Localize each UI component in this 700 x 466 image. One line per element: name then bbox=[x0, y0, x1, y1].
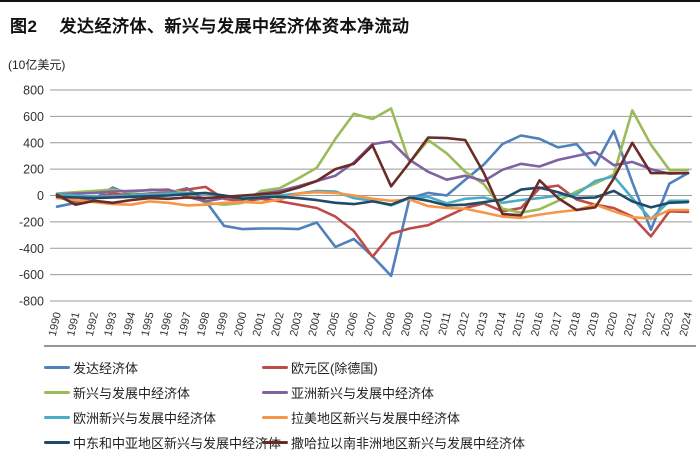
legend-item-4: 欧洲新兴与发展中经济体 bbox=[44, 408, 262, 427]
axis-unit-label: (10亿美元) bbox=[8, 58, 66, 72]
x-tick-label: 2002 bbox=[269, 311, 286, 338]
x-tick-label: 2023 bbox=[659, 311, 676, 338]
figure-label: 图2 bbox=[10, 17, 38, 36]
x-tick-label: 2006 bbox=[344, 311, 361, 338]
y-tick-label: 800 bbox=[23, 84, 44, 98]
legend-label: 撒哈拉以南非洲地区新兴与发展中经济体 bbox=[291, 436, 526, 451]
legend-swatch bbox=[262, 440, 288, 445]
y-tick-label: -800 bbox=[19, 295, 44, 309]
top-divider bbox=[0, 0, 700, 2]
legend-swatch bbox=[44, 365, 70, 370]
figure-title-text: 发达经济体、新兴与发展中经济体资本净流动 bbox=[59, 17, 410, 36]
y-tick-label: 200 bbox=[23, 163, 44, 177]
x-tick-label: 1997 bbox=[177, 311, 194, 338]
x-tick-label: 2000 bbox=[232, 311, 249, 338]
legend-label: 欧洲新兴与发展中经济体 bbox=[73, 411, 217, 426]
legend-item-1: 欧元区(除德国) bbox=[262, 358, 684, 377]
legend-label: 亚洲新兴与发展中经济体 bbox=[291, 386, 435, 401]
x-tick-label: 2013 bbox=[474, 311, 491, 338]
x-tick-label: 2009 bbox=[399, 311, 416, 338]
x-tick-label: 1996 bbox=[158, 311, 175, 338]
chart-area: 800 600 400 200 0 -200 -400 -600 -800 1990 1991 199… bbox=[0, 74, 700, 356]
x-tick-label: 1999 bbox=[214, 311, 231, 338]
x-tick-label: 2007 bbox=[362, 311, 379, 338]
x-tick-label: 1994 bbox=[121, 311, 138, 338]
legend-label: 欧元区(除德国) bbox=[291, 361, 378, 376]
x-tick-label: 2015 bbox=[511, 311, 528, 338]
legend-item-0: 发达经济体 bbox=[44, 358, 262, 377]
x-tick-label: 2024 bbox=[678, 311, 695, 338]
legend-label: 发达经济体 bbox=[73, 361, 139, 376]
x-tick-label: 2011 bbox=[437, 311, 454, 337]
x-tick-label: 1998 bbox=[195, 311, 212, 338]
legend-swatch bbox=[262, 390, 288, 395]
y-tick-label: 600 bbox=[23, 110, 44, 124]
x-tick-label: 1991 bbox=[65, 311, 82, 338]
x-tick-label: 2016 bbox=[529, 311, 546, 338]
legend-swatch bbox=[44, 440, 70, 445]
y-tick-label: 400 bbox=[23, 136, 44, 150]
x-tick-label: 2008 bbox=[381, 311, 398, 338]
x-tick-label: 2010 bbox=[418, 311, 435, 338]
legend-swatch bbox=[262, 365, 288, 370]
x-tick-label: 2005 bbox=[325, 311, 342, 338]
chart-legend: 发达经济体 欧元区(除德国) 新兴与发展中经济体 亚洲新兴与发展中经济体欧洲新兴与发展… bbox=[44, 358, 684, 452]
y-tick-label: -200 bbox=[19, 215, 44, 229]
x-tick-label: 2022 bbox=[641, 311, 658, 338]
x-tick-label: 2019 bbox=[585, 311, 602, 338]
series-line-6 bbox=[55, 186, 690, 209]
legend-swatch bbox=[44, 415, 70, 420]
legend-label: 拉美地区新兴与发展中经济体 bbox=[291, 411, 461, 426]
y-tick-label: -400 bbox=[19, 242, 44, 256]
y-tick-label: -600 bbox=[19, 268, 44, 282]
x-tick-label: 2017 bbox=[548, 311, 565, 338]
y-tick-label: 0 bbox=[37, 189, 44, 203]
legend-swatch bbox=[44, 390, 70, 395]
legend-item-5: 拉美地区新兴与发展中经济体 bbox=[262, 408, 684, 427]
x-tick-label: 2004 bbox=[307, 311, 324, 338]
x-tick-label: 1990 bbox=[47, 311, 64, 338]
series-line-7 bbox=[55, 136, 690, 217]
legend-item-2: 新兴与发展中经济体 bbox=[44, 383, 262, 402]
legend-swatch bbox=[262, 415, 288, 420]
x-tick-label: 2003 bbox=[288, 311, 305, 338]
x-tick-label: 2018 bbox=[566, 311, 583, 338]
figure-title: 图2 发达经济体、新兴与发展中经济体资本净流动 bbox=[10, 12, 409, 37]
legend-item-3: 亚洲新兴与发展中经济体 bbox=[262, 383, 684, 402]
legend-item-7: 撒哈拉以南非洲地区新兴与发展中经济体 bbox=[262, 433, 684, 452]
x-tick-label: 2012 bbox=[455, 311, 472, 338]
x-tick-label: 2020 bbox=[603, 311, 620, 338]
x-tick-label: 1995 bbox=[140, 311, 157, 338]
x-tick-label: 2021 bbox=[622, 311, 639, 338]
legend-item-6: 中东和中亚地区新兴与发展中经济体 bbox=[44, 433, 281, 452]
legend-label: 新兴与发展中经济体 bbox=[73, 386, 191, 401]
legend-label: 中东和中亚地区新兴与发展中经济体 bbox=[73, 436, 282, 451]
series-line-3 bbox=[55, 140, 690, 203]
x-tick-label: 2001 bbox=[251, 311, 268, 338]
x-tick-label: 1993 bbox=[102, 311, 119, 338]
x-tick-label: 2014 bbox=[492, 311, 509, 338]
x-tick-label: 1992 bbox=[84, 311, 101, 338]
